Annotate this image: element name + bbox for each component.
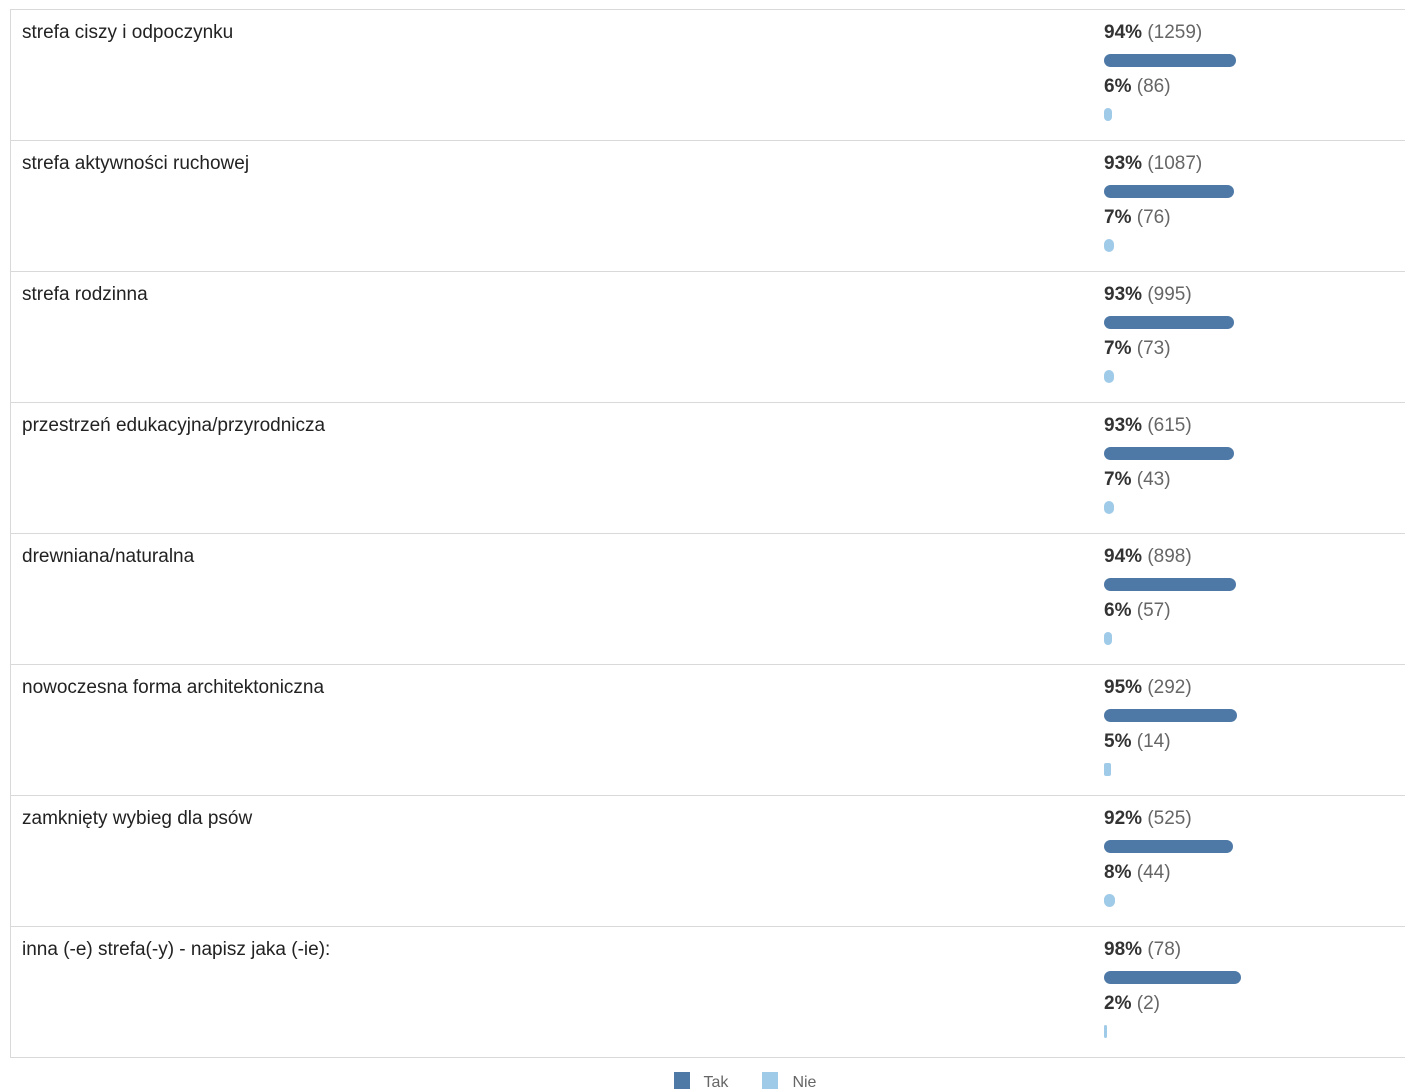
tak-percent-label: 93% <box>1104 415 1143 436</box>
table-row: inna (-e) strefa(-y) - napisz jaka (-ie)… <box>11 926 1405 1058</box>
tak-bar <box>1104 840 1233 853</box>
category-label: strefa aktywności ruchowej <box>22 153 250 174</box>
nie-bar <box>1104 1025 1107 1038</box>
category-label: zamknięty wybieg dla psów <box>22 808 253 829</box>
answer-stats: 93% (615) 7% (43) <box>1104 403 1404 533</box>
tak-stat-line: 93% (995) <box>1104 284 1192 306</box>
category-label: strefa rodzinna <box>22 284 148 305</box>
category-label: strefa ciszy i odpoczynku <box>22 22 234 43</box>
tak-count-label: (525) <box>1147 808 1192 829</box>
table-row: nowoczesna forma architektoniczna 95% (29… <box>11 664 1405 795</box>
table-row: zamknięty wybieg dla psów 92% (525) 8% (44… <box>11 795 1405 926</box>
nie-percent-label: 8% <box>1104 862 1132 883</box>
nie-bar <box>1104 108 1112 121</box>
tak-count-label: (292) <box>1147 677 1192 698</box>
tak-percent-label: 95% <box>1104 677 1143 698</box>
nie-bar <box>1104 894 1115 907</box>
tak-stat-line: 93% (1087) <box>1104 153 1202 175</box>
tak-bar <box>1104 185 1234 198</box>
tak-bar <box>1104 316 1234 329</box>
tak-percent-label: 98% <box>1104 939 1143 960</box>
answer-stats: 98% (78) 2% (2) <box>1104 927 1404 1057</box>
legend-label: Tak <box>703 1074 729 1091</box>
nie-bar <box>1104 501 1114 514</box>
nie-percent-label: 2% <box>1104 993 1132 1014</box>
tak-percent-label: 92% <box>1104 808 1143 829</box>
tak-count-label: (898) <box>1147 546 1192 567</box>
answer-stats: 92% (525) 8% (44) <box>1104 796 1404 926</box>
nie-percent-label: 6% <box>1104 76 1132 97</box>
category-label: nowoczesna forma architektoniczna <box>22 677 325 698</box>
nie-stat-line: 6% (57) <box>1104 600 1171 622</box>
nie-stat-line: 5% (14) <box>1104 731 1171 753</box>
nie-count-label: (43) <box>1136 469 1171 490</box>
tak-count-label: (615) <box>1147 415 1192 436</box>
category-label: inna (-e) strefa(-y) - napisz jaka (-ie)… <box>22 939 331 960</box>
nie-stat-line: 8% (44) <box>1104 862 1171 884</box>
nie-bar <box>1104 632 1112 645</box>
legend-item-tak: Tak <box>673 1071 729 1092</box>
tak-percent-label: 94% <box>1104 546 1143 567</box>
tak-percent-label: 94% <box>1104 22 1143 43</box>
legend-item-nie: Nie <box>762 1071 816 1092</box>
nie-stat-line: 2% (2) <box>1104 993 1160 1015</box>
tak-count-label: (1259) <box>1147 22 1203 43</box>
nie-bar <box>1104 239 1114 252</box>
table-row: drewniana/naturalna 94% (898) 6% (57) <box>11 533 1405 664</box>
nie-count-label: (14) <box>1136 731 1171 752</box>
tak-stat-line: 92% (525) <box>1104 808 1192 830</box>
answer-stats: 95% (292) 5% (14) <box>1104 665 1404 795</box>
category-label: przestrzeń edukacyjna/przyrodnicza <box>22 415 326 436</box>
tak-percent-label: 93% <box>1104 153 1143 174</box>
tak-count-label: (78) <box>1147 939 1182 960</box>
legend-swatch <box>673 1072 690 1089</box>
table-row: strefa ciszy i odpoczynku 94% (1259) 6% (8… <box>11 9 1405 140</box>
answer-stats: 93% (1087) 7% (76) <box>1104 141 1404 271</box>
nie-percent-label: 5% <box>1104 731 1132 752</box>
tak-stat-line: 93% (615) <box>1104 415 1192 437</box>
tak-bar <box>1104 709 1237 722</box>
table-row: strefa rodzinna 93% (995) 7% (73) <box>11 271 1405 402</box>
nie-percent-label: 7% <box>1104 338 1132 359</box>
category-label: drewniana/naturalna <box>22 546 195 567</box>
nie-bar <box>1104 763 1111 776</box>
tak-stat-line: 94% (1259) <box>1104 22 1202 44</box>
tak-stat-line: 94% (898) <box>1104 546 1192 568</box>
nie-count-label: (86) <box>1136 76 1171 97</box>
nie-stat-line: 6% (86) <box>1104 76 1171 98</box>
nie-count-label: (44) <box>1136 862 1171 883</box>
legend-label: Nie <box>792 1074 817 1091</box>
nie-percent-label: 7% <box>1104 207 1132 228</box>
tak-bar <box>1104 54 1236 67</box>
legend-swatch <box>762 1072 779 1089</box>
tak-count-label: (1087) <box>1147 153 1203 174</box>
tak-bar <box>1104 578 1236 591</box>
nie-stat-line: 7% (73) <box>1104 338 1171 360</box>
table-row: strefa aktywności ruchowej 93% (1087) 7% (… <box>11 140 1405 271</box>
nie-stat-line: 7% (43) <box>1104 469 1171 491</box>
tak-bar <box>1104 447 1234 460</box>
nie-percent-label: 7% <box>1104 469 1132 490</box>
nie-count-label: (73) <box>1136 338 1171 359</box>
tak-stat-line: 95% (292) <box>1104 677 1192 699</box>
answer-stats: 94% (898) 6% (57) <box>1104 534 1404 664</box>
nie-count-label: (2) <box>1136 993 1160 1014</box>
tak-count-label: (995) <box>1147 284 1192 305</box>
tak-stat-line: 98% (78) <box>1104 939 1181 961</box>
tak-bar <box>1104 971 1241 984</box>
nie-bar <box>1104 370 1114 383</box>
table-row: przestrzeń edukacyjna/przyrodnicza 93% (6… <box>11 402 1405 533</box>
answer-stats: 94% (1259) 6% (86) <box>1104 10 1404 140</box>
results-table: strefa ciszy i odpoczynku 94% (1259) 6% (8… <box>10 9 1405 1058</box>
nie-percent-label: 6% <box>1104 600 1132 621</box>
nie-count-label: (57) <box>1136 600 1171 621</box>
answer-stats: 93% (995) 7% (73) <box>1104 272 1404 402</box>
tak-percent-label: 93% <box>1104 284 1143 305</box>
nie-count-label: (76) <box>1136 207 1171 228</box>
nie-stat-line: 7% (76) <box>1104 207 1171 229</box>
chart-legend: Tak Nie <box>0 1071 1405 1091</box>
